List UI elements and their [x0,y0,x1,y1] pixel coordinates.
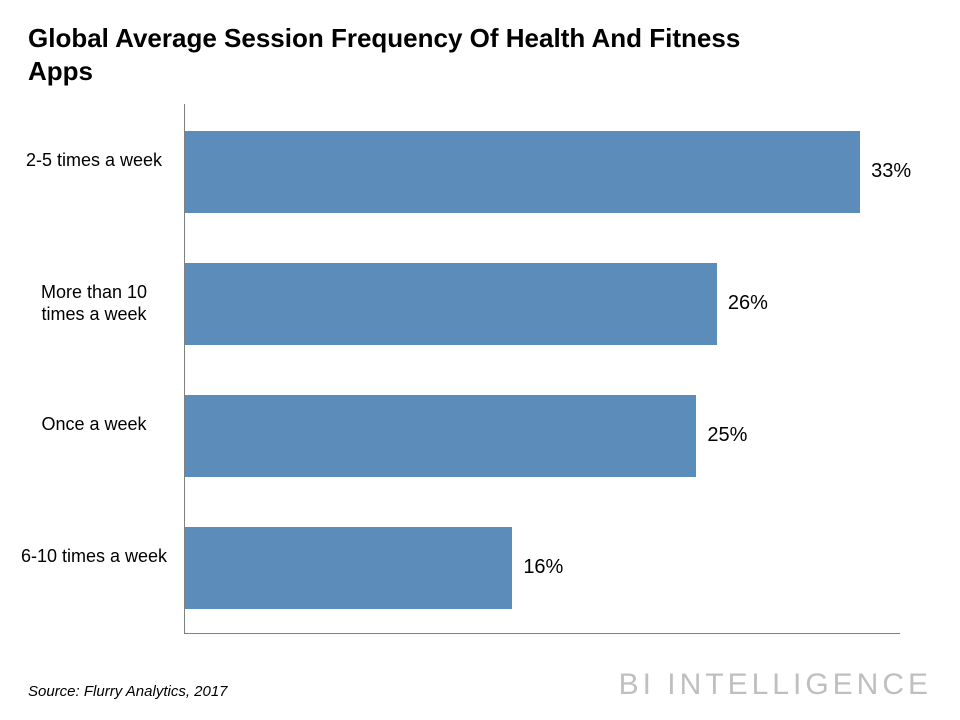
chart-container: Global Average Session Frequency Of Heal… [0,0,960,720]
bar [185,131,860,213]
category-label: More than 10 times a week [20,282,168,325]
value-label: 25% [707,424,747,447]
plot-area: 2-5 times a week33%More than 10 times a … [184,104,900,634]
chart-title: Global Average Session Frequency Of Heal… [28,22,748,87]
value-label: 33% [871,160,911,183]
category-label: 2-5 times a week [20,150,168,172]
x-axis-line [184,633,900,634]
category-label: 6-10 times a week [20,546,168,568]
bar [185,395,696,477]
brand-watermark: BI INTELLIGENCE [619,668,932,702]
source-text: Source: Flurry Analytics, 2017 [28,683,228,700]
bar [185,527,512,609]
value-label: 26% [728,292,768,315]
value-label: 16% [523,556,563,579]
category-label: Once a week [20,414,168,436]
bar [185,263,717,345]
